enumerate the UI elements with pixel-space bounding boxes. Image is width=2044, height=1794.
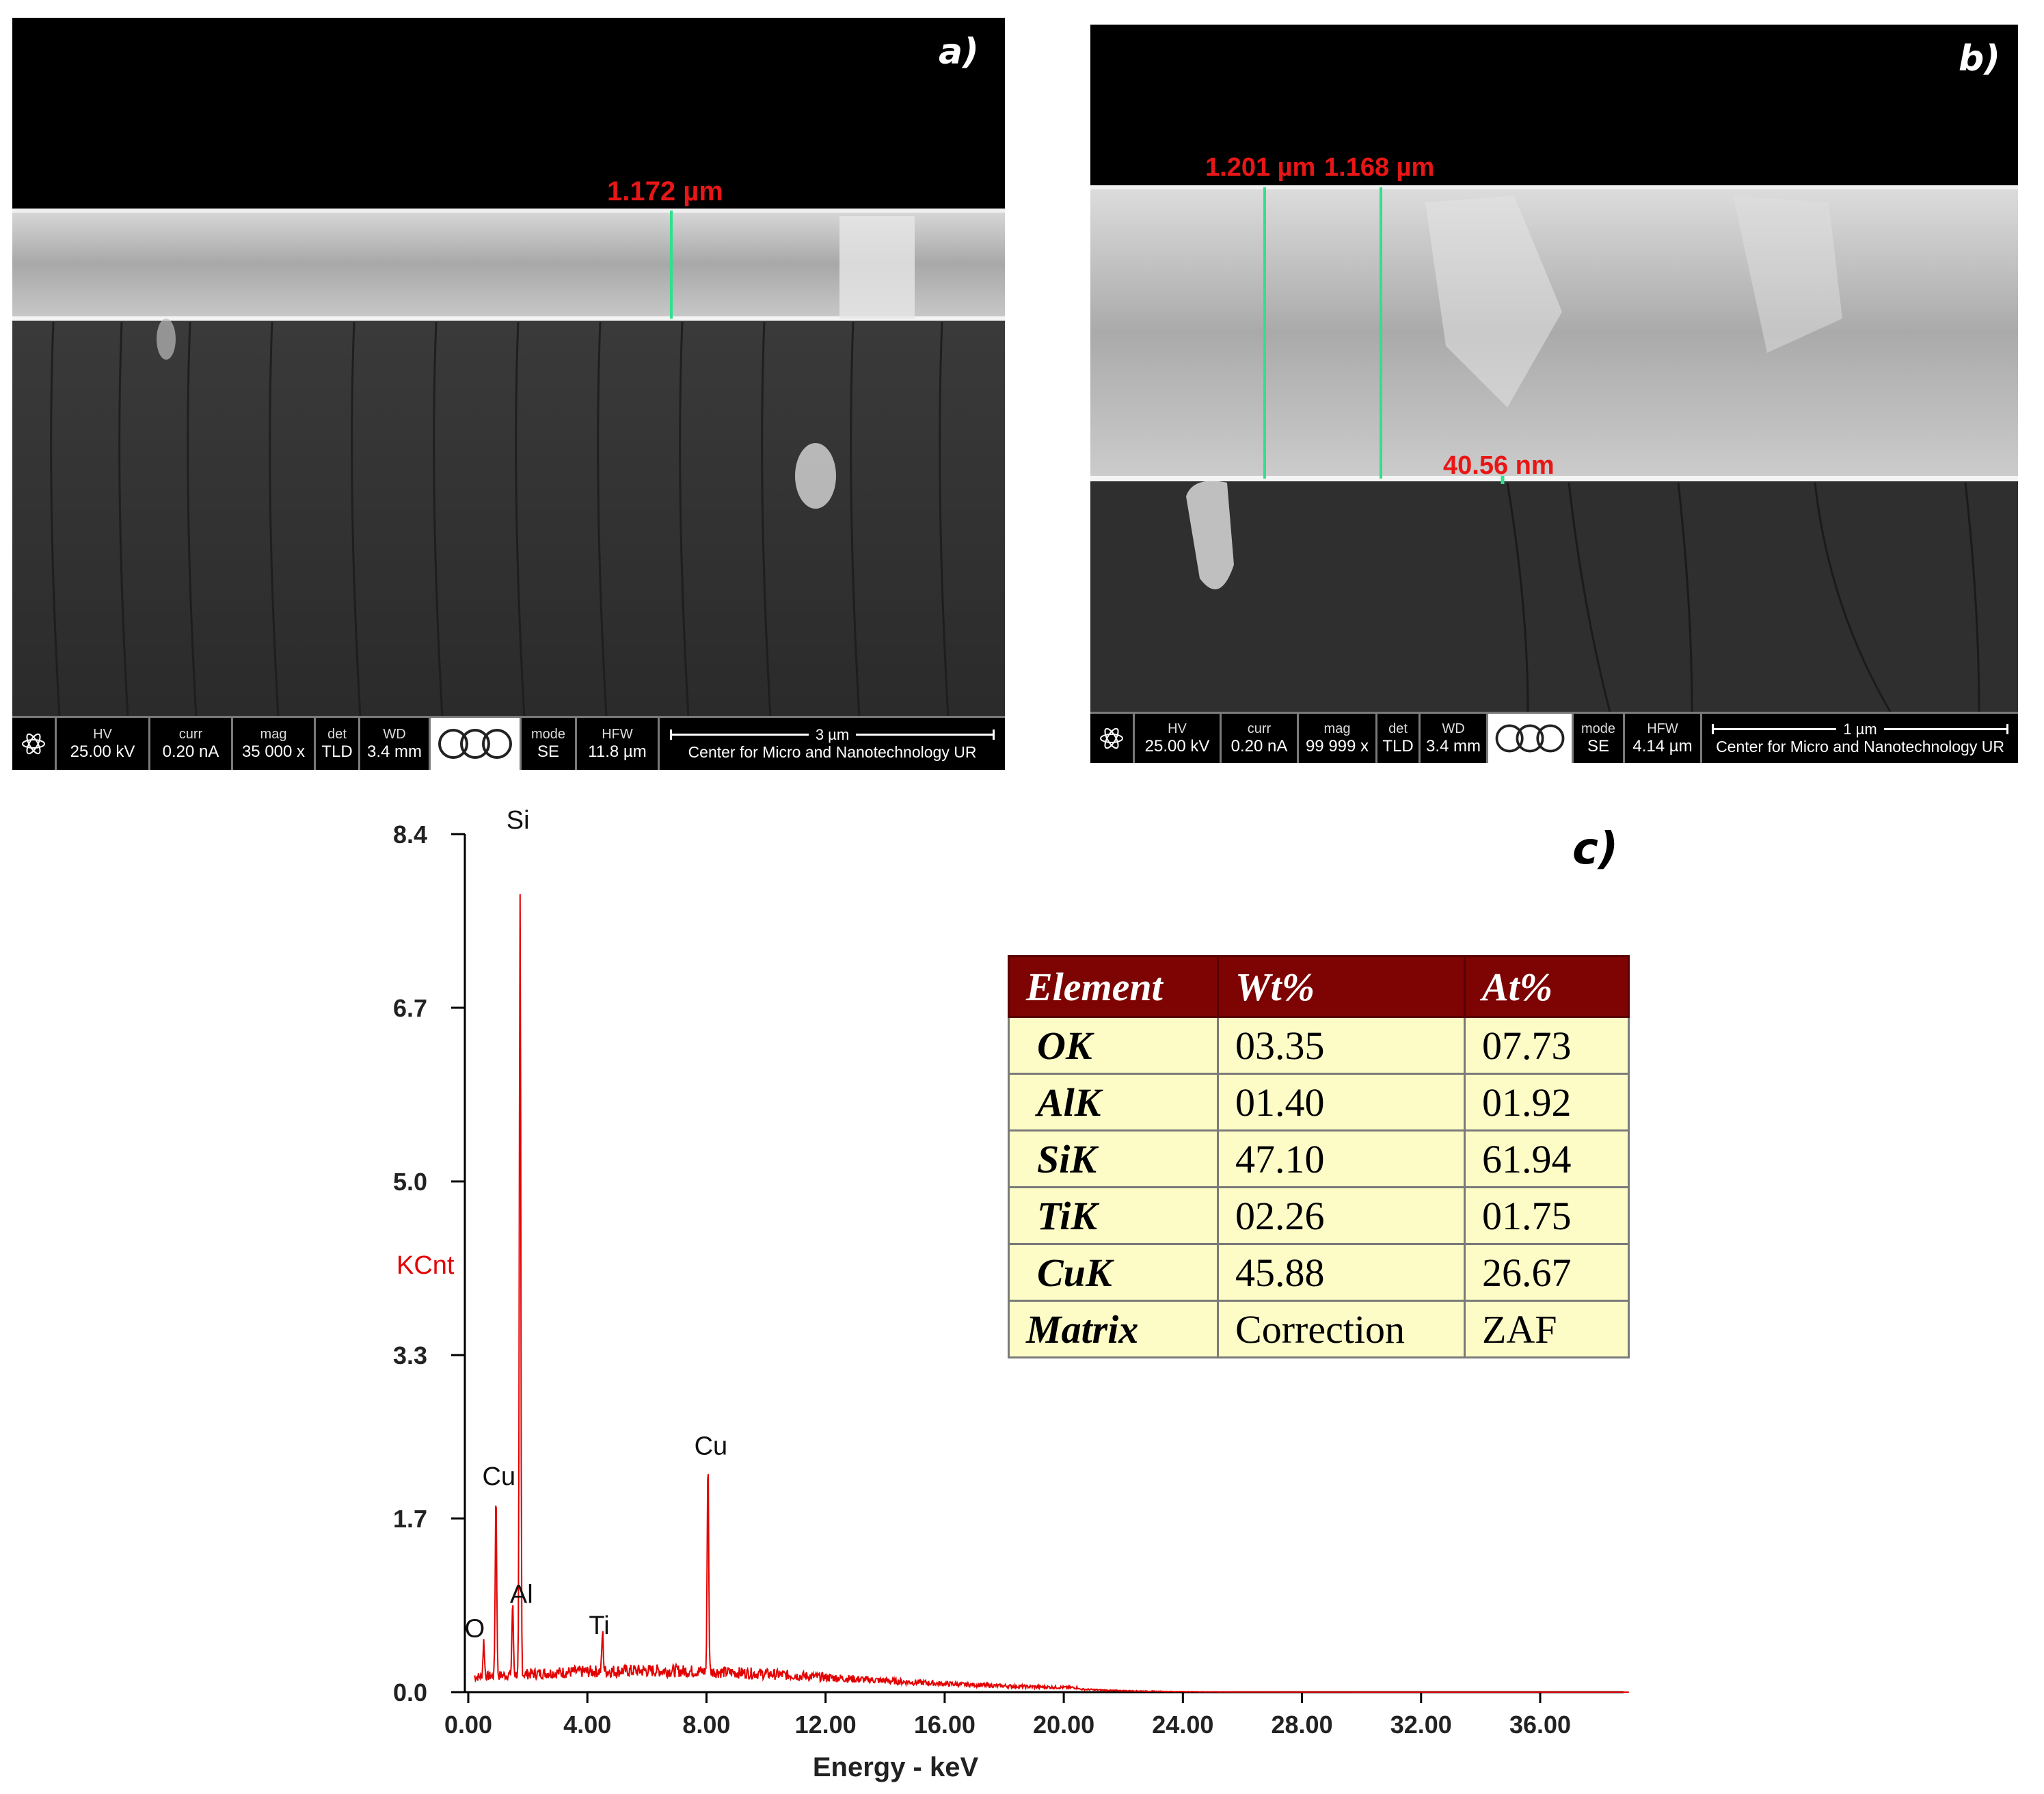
- x-tick-label: 36.00: [1509, 1711, 1571, 1739]
- hfw-cell: HFW 11.8 µm: [577, 718, 660, 770]
- mode-cell: mode SE: [522, 718, 577, 770]
- measurement-label-b3: 40.56 nm: [1443, 451, 1555, 480]
- cmn-logo: [1488, 714, 1574, 763]
- eds-composition-table: Element Wt% At% OK 03.35 07.73 AlK 01.40…: [1007, 955, 1630, 1358]
- y-tick-label: 6.7: [393, 994, 427, 1022]
- table-cell-element: OK: [1007, 1016, 1220, 1075]
- cmn-logo: [431, 718, 522, 770]
- measurement-label-a: 1.172 µm: [607, 176, 723, 206]
- x-tick-label: 12.00: [795, 1711, 857, 1739]
- table-cell-wt: 01.40: [1217, 1073, 1466, 1132]
- peak-label: Cu: [695, 1432, 728, 1460]
- table-header-wt: Wt%: [1217, 955, 1466, 1018]
- sem-panel-a: a) 1.172 µm HV 25.00 kV curr 0.20 nA mag 35…: [12, 18, 1005, 770]
- x-tick-label: 32.00: [1390, 1711, 1452, 1739]
- sem-image-a: [12, 18, 1005, 731]
- table-cell-wt: 02.26: [1217, 1186, 1466, 1245]
- table-cell-wt: 47.10: [1217, 1129, 1466, 1188]
- table-cell-at: 07.73: [1463, 1016, 1630, 1075]
- peak-label: Ti: [589, 1611, 609, 1640]
- det-cell: det TLD: [316, 718, 360, 770]
- panel-letter-b: b): [1959, 38, 2000, 79]
- hv-cell: HV 25.00 kV: [1135, 714, 1222, 763]
- table-cell-at: 01.75: [1463, 1186, 1630, 1245]
- x-tick-label: 24.00: [1152, 1711, 1213, 1739]
- sem-databar-b: HV 25.00 kV curr 0.20 nA mag 99 999 x det TL…: [1090, 712, 2018, 763]
- table-cell-element: Matrix: [1007, 1300, 1220, 1358]
- table-cell-wt: 03.35: [1217, 1016, 1466, 1075]
- sem-databar-a: HV 25.00 kV curr 0.20 nA mag 35 000 x det TL…: [12, 716, 1005, 770]
- facility-label: Center for Micro and Nanotechnology UR: [688, 743, 977, 762]
- y-tick-label: 3.3: [393, 1341, 427, 1369]
- peak-label: Al: [510, 1580, 533, 1609]
- scale-cell: 3 µm Center for Micro and Nanotechnology…: [660, 718, 1005, 770]
- x-tick-label: 0.00: [444, 1711, 492, 1739]
- table-cell-wt: 45.88: [1217, 1243, 1466, 1302]
- table-header-element: Element: [1007, 955, 1220, 1018]
- wd-cell: WD 3.4 mm: [1421, 714, 1488, 763]
- table-cell-at: 26.67: [1463, 1243, 1630, 1302]
- table-header-at: At%: [1463, 955, 1630, 1018]
- scale-cell: 1 µm Center for Micro and Nanotechnology…: [1702, 714, 2018, 763]
- y-tick-label: 8.4: [393, 820, 427, 848]
- table-cell-element: CuK: [1007, 1243, 1220, 1302]
- table-cell-at: 61.94: [1463, 1129, 1630, 1188]
- y-tick-label: 1.7: [393, 1505, 427, 1533]
- curr-cell: curr 0.20 nA: [150, 718, 233, 770]
- panel-letter-c: c): [1572, 824, 1619, 874]
- hv-cell: HV 25.00 kV: [57, 718, 150, 770]
- sem-image-b: [1090, 25, 2018, 714]
- facility-label: Center for Micro and Nanotechnology UR: [1716, 738, 2004, 756]
- mode-cell: mode SE: [1574, 714, 1625, 763]
- scale-bar: 3 µm: [670, 726, 995, 743]
- y-axis-label: KCnt: [396, 1251, 455, 1280]
- table-row: SiK 47.10 61.94: [1007, 1129, 1630, 1188]
- hfw-cell: HFW 4.14 µm: [1625, 714, 1702, 763]
- measurement-label-b2: 1.168 µm: [1324, 153, 1435, 182]
- table-cell-element: SiK: [1007, 1129, 1220, 1188]
- scale-bar: 1 µm: [1711, 721, 2009, 738]
- peak-label: Cu: [483, 1462, 516, 1491]
- table-header-row: Element Wt% At%: [1007, 955, 1630, 1018]
- peak-label: Si: [507, 806, 530, 835]
- atom-icon: [12, 718, 57, 770]
- table-cell-element: AlK: [1007, 1073, 1220, 1132]
- x-tick-label: 20.00: [1033, 1711, 1094, 1739]
- x-tick-label: 4.00: [563, 1711, 611, 1739]
- sem-panel-b: b) 1.201 µm 1.168 µm 40.56 nm HV 25.00 kV…: [1090, 25, 2018, 763]
- x-tick-label: 28.00: [1272, 1711, 1333, 1739]
- table-cell-element: TiK: [1007, 1186, 1220, 1245]
- table-row: TiK 02.26 01.75: [1007, 1186, 1630, 1245]
- curr-cell: curr 0.20 nA: [1222, 714, 1299, 763]
- table-cell-at: 01.92: [1463, 1073, 1630, 1132]
- table-cell-at: ZAF: [1463, 1300, 1630, 1358]
- measurement-label-b1: 1.201 µm: [1205, 153, 1316, 182]
- y-tick-label: 0.0: [393, 1678, 427, 1706]
- table-row: CuK 45.88 26.67: [1007, 1243, 1630, 1302]
- table-cell-wt: Correction: [1217, 1300, 1466, 1358]
- panel-letter-a: a): [939, 31, 979, 72]
- y-tick-label: 5.0: [393, 1168, 427, 1196]
- x-tick-label: 16.00: [914, 1711, 976, 1739]
- x-axis-label: Energy - keV: [813, 1752, 979, 1782]
- table-row: Matrix Correction ZAF: [1007, 1300, 1630, 1358]
- mag-cell: mag 35 000 x: [233, 718, 316, 770]
- peak-label: O: [465, 1615, 485, 1644]
- x-tick-label: 8.00: [682, 1711, 730, 1739]
- table-row: AlK 01.40 01.92: [1007, 1073, 1630, 1132]
- table-row: OK 03.35 07.73: [1007, 1016, 1630, 1075]
- wd-cell: WD 3.4 mm: [360, 718, 431, 770]
- mag-cell: mag 99 999 x: [1299, 714, 1377, 763]
- spectrum-line: [473, 894, 1629, 1693]
- atom-icon: [1090, 714, 1135, 763]
- det-cell: det TLD: [1377, 714, 1421, 763]
